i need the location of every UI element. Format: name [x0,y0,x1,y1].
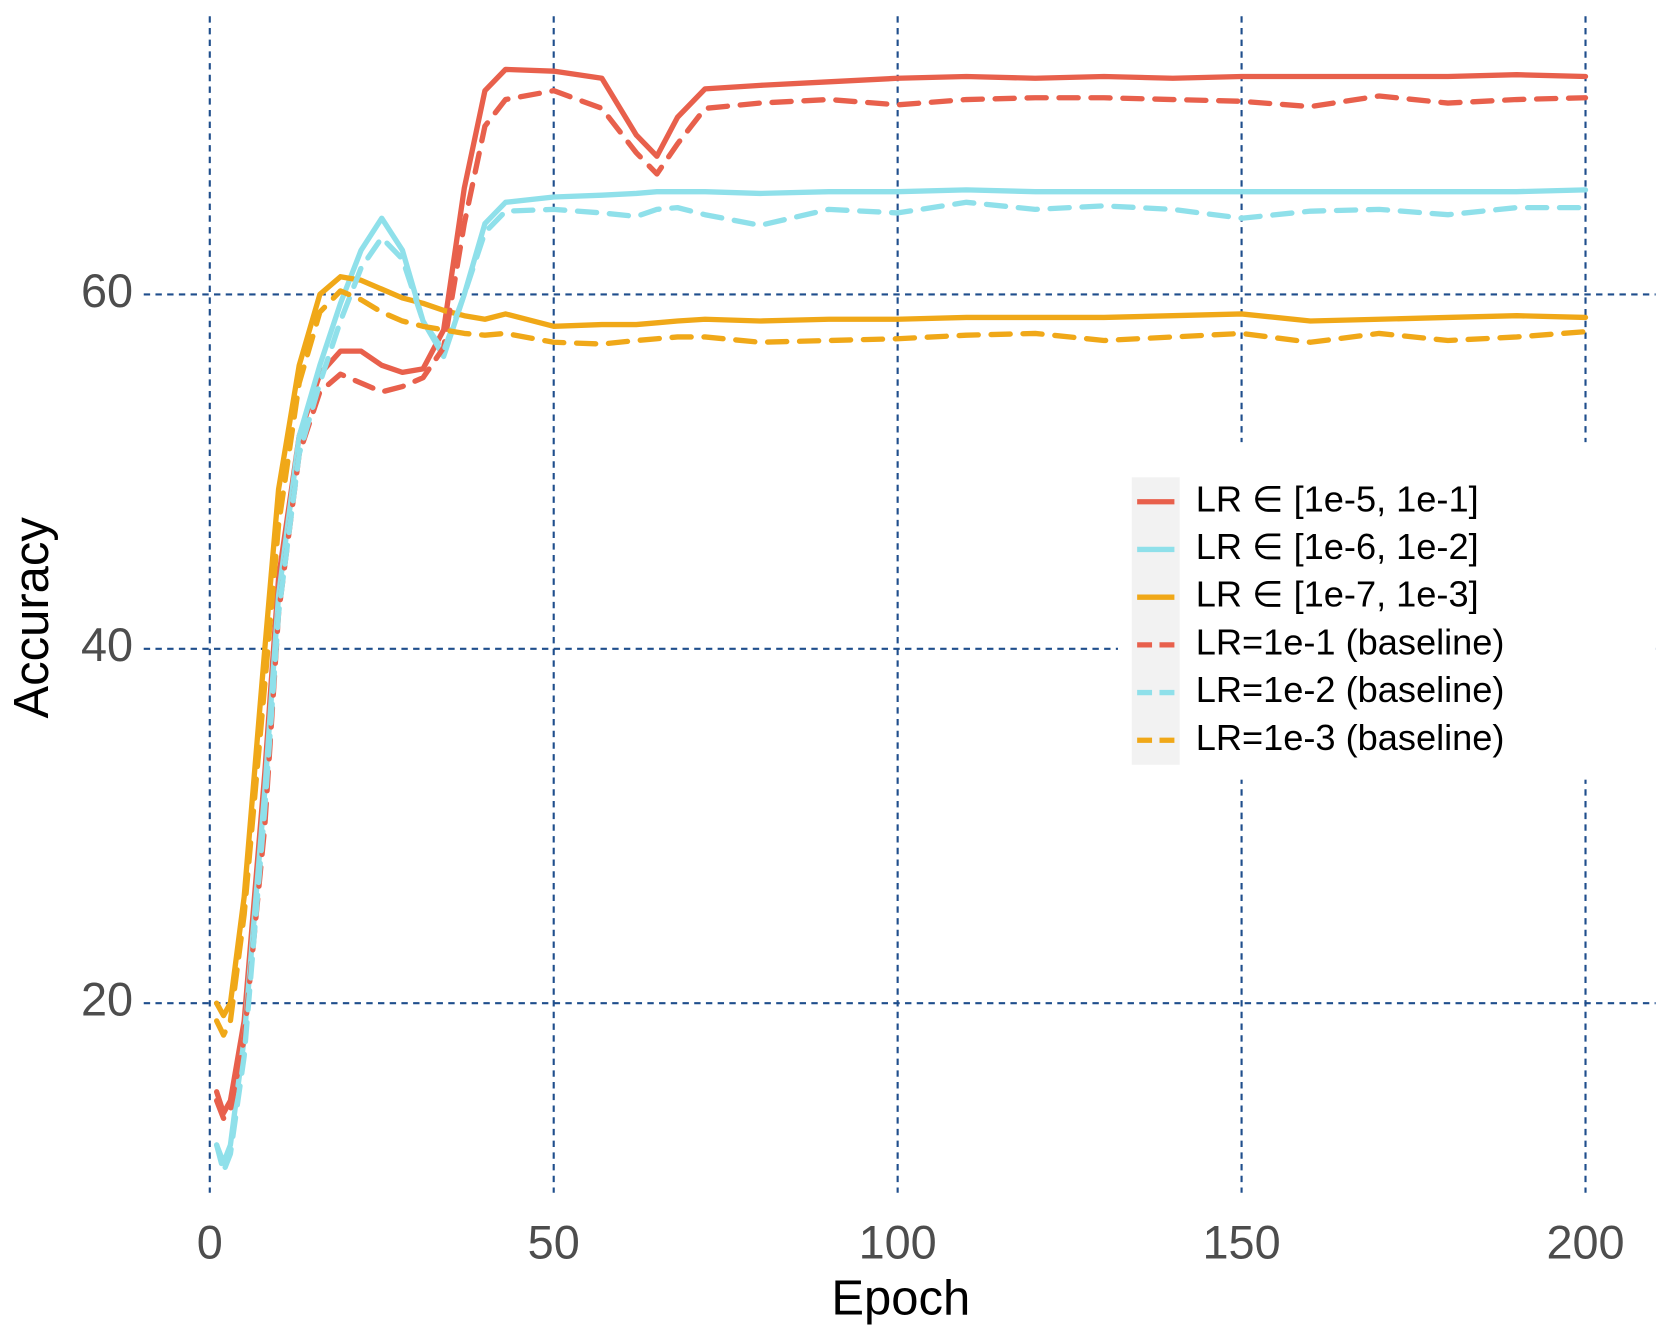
series-line [213,288,1589,1038]
series-line [213,199,1589,1175]
x-tick-label: 200 [1546,1216,1624,1268]
legend-background [1117,442,1656,780]
legend-label: LR ∈ [1e-5, 1e-1] [1196,478,1479,519]
legend-label: LR ∈ [1e-7, 1e-3] [1196,574,1479,615]
series-line [213,88,1589,1122]
y-tick-label: 40 [81,619,133,671]
y-tick-label: 60 [81,265,133,317]
y-axis-title: Accuracy [5,517,59,719]
legend-label: LR=1e-1 (baseline) [1196,621,1505,662]
x-tick-label: 0 [197,1216,223,1268]
legend-key-background [1131,477,1180,765]
legend-label: LR=1e-3 (baseline) [1196,717,1505,758]
series-line [213,274,1589,1019]
legend-label: LR ∈ [1e-6, 1e-2] [1196,526,1479,567]
x-axis-title: Epoch [831,1271,970,1325]
y-tick-label: 20 [81,974,133,1026]
x-tick-label: 50 [528,1216,580,1268]
x-tick-label: 100 [859,1216,937,1268]
legend-label: LR=1e-2 (baseline) [1196,669,1505,710]
x-tick-label: 150 [1203,1216,1281,1268]
